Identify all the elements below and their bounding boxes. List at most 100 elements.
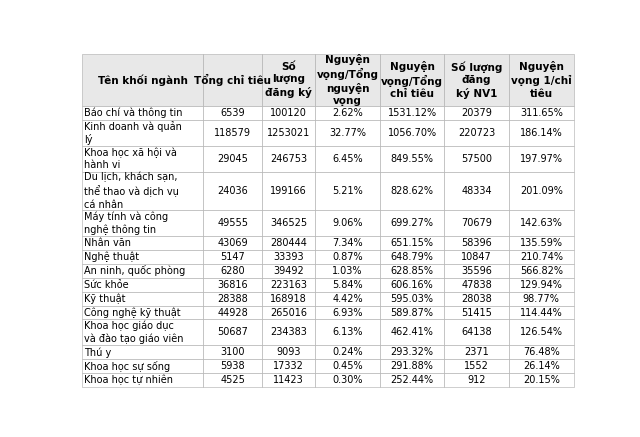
Text: 210.74%: 210.74% [520,252,563,262]
Text: 1552: 1552 [464,361,489,371]
Bar [316,373,380,387]
Bar [316,291,380,305]
Bar [262,277,316,291]
Text: 44928: 44928 [217,308,248,318]
Text: 3100: 3100 [220,347,245,357]
Bar [203,146,262,172]
Bar [316,346,380,359]
Text: 76.48%: 76.48% [523,347,559,357]
Bar [203,120,262,146]
Text: 311.65%: 311.65% [520,108,563,118]
Bar [444,250,509,264]
Text: 6.13%: 6.13% [332,327,363,337]
Text: 98.77%: 98.77% [523,294,560,304]
Text: 100120: 100120 [270,108,307,118]
Bar [262,305,316,319]
Bar [203,291,262,305]
Bar [509,172,573,210]
Text: 47838: 47838 [461,280,492,290]
Bar [262,236,316,250]
Text: Khoa học giáo dục
và đào tạo giáo viên: Khoa học giáo dục và đào tạo giáo viên [84,321,184,344]
Bar [380,277,444,291]
Text: Nghệ thuật: Nghệ thuật [84,252,139,262]
Bar [509,106,573,120]
Text: 24036: 24036 [217,186,248,196]
Bar [316,305,380,319]
Bar [83,373,203,387]
Text: 28038: 28038 [461,294,492,304]
Text: 2371: 2371 [465,347,489,357]
Bar [83,346,203,359]
Text: 70679: 70679 [461,218,492,228]
Bar [380,172,444,210]
Text: 168918: 168918 [270,294,307,304]
Bar [83,319,203,346]
Text: 0.24%: 0.24% [332,347,363,357]
Text: 10847: 10847 [461,252,492,262]
Text: 1253021: 1253021 [267,128,310,138]
Text: 135.59%: 135.59% [520,238,563,248]
Text: 20379: 20379 [461,108,492,118]
Text: 51415: 51415 [461,308,492,318]
Text: 828.62%: 828.62% [390,186,434,196]
Text: 20.15%: 20.15% [523,375,560,385]
Bar [262,359,316,373]
Bar [380,291,444,305]
Bar [380,120,444,146]
Text: 9093: 9093 [276,347,301,357]
Bar [380,146,444,172]
Text: Khoa học xã hội và
hành vi: Khoa học xã hội và hành vi [84,148,177,170]
Text: 1.03%: 1.03% [332,266,363,276]
Text: 6.93%: 6.93% [332,308,363,318]
Bar [203,210,262,236]
Text: 26.14%: 26.14% [523,361,559,371]
Text: Máy tính và công
nghệ thông tin: Máy tính và công nghệ thông tin [84,211,168,235]
Bar [203,54,262,106]
Bar [509,373,573,387]
Bar [262,250,316,264]
Text: Báo chí và thông tin: Báo chí và thông tin [84,108,182,118]
Text: 1531.12%: 1531.12% [388,108,436,118]
Bar [444,346,509,359]
Text: 5.21%: 5.21% [332,186,363,196]
Text: Nhân văn: Nhân văn [84,238,131,248]
Bar [380,236,444,250]
Text: 0.30%: 0.30% [332,375,363,385]
Text: 1056.70%: 1056.70% [388,128,436,138]
Bar [262,120,316,146]
Bar [203,277,262,291]
Bar [380,319,444,346]
Bar [444,236,509,250]
Bar [509,236,573,250]
Text: 651.15%: 651.15% [390,238,434,248]
Bar [83,305,203,319]
Text: 142.63%: 142.63% [520,218,563,228]
Bar [444,373,509,387]
Text: 5.84%: 5.84% [332,280,363,290]
Bar [444,291,509,305]
Text: Khoa học tự nhiên: Khoa học tự nhiên [84,375,173,385]
Text: 49555: 49555 [217,218,248,228]
Bar [509,319,573,346]
Text: 186.14%: 186.14% [520,128,563,138]
Bar [83,277,203,291]
Bar [83,236,203,250]
Text: 126.54%: 126.54% [520,327,563,337]
Bar [83,146,203,172]
Bar [444,172,509,210]
Bar [380,106,444,120]
Text: Khoa học sự sống: Khoa học sự sống [84,361,170,372]
Text: 6539: 6539 [220,108,245,118]
Bar [380,346,444,359]
Text: Kỹ thuật: Kỹ thuật [84,293,125,304]
Bar [509,120,573,146]
Text: 291.88%: 291.88% [391,361,434,371]
Bar [509,146,573,172]
Text: 33393: 33393 [273,252,304,262]
Text: Số
lượng
đăng ký: Số lượng đăng ký [265,62,312,98]
Text: 4525: 4525 [220,375,245,385]
Text: 48334: 48334 [461,186,492,196]
Text: 32.77%: 32.77% [329,128,366,138]
Bar [203,346,262,359]
Text: 648.79%: 648.79% [391,252,434,262]
